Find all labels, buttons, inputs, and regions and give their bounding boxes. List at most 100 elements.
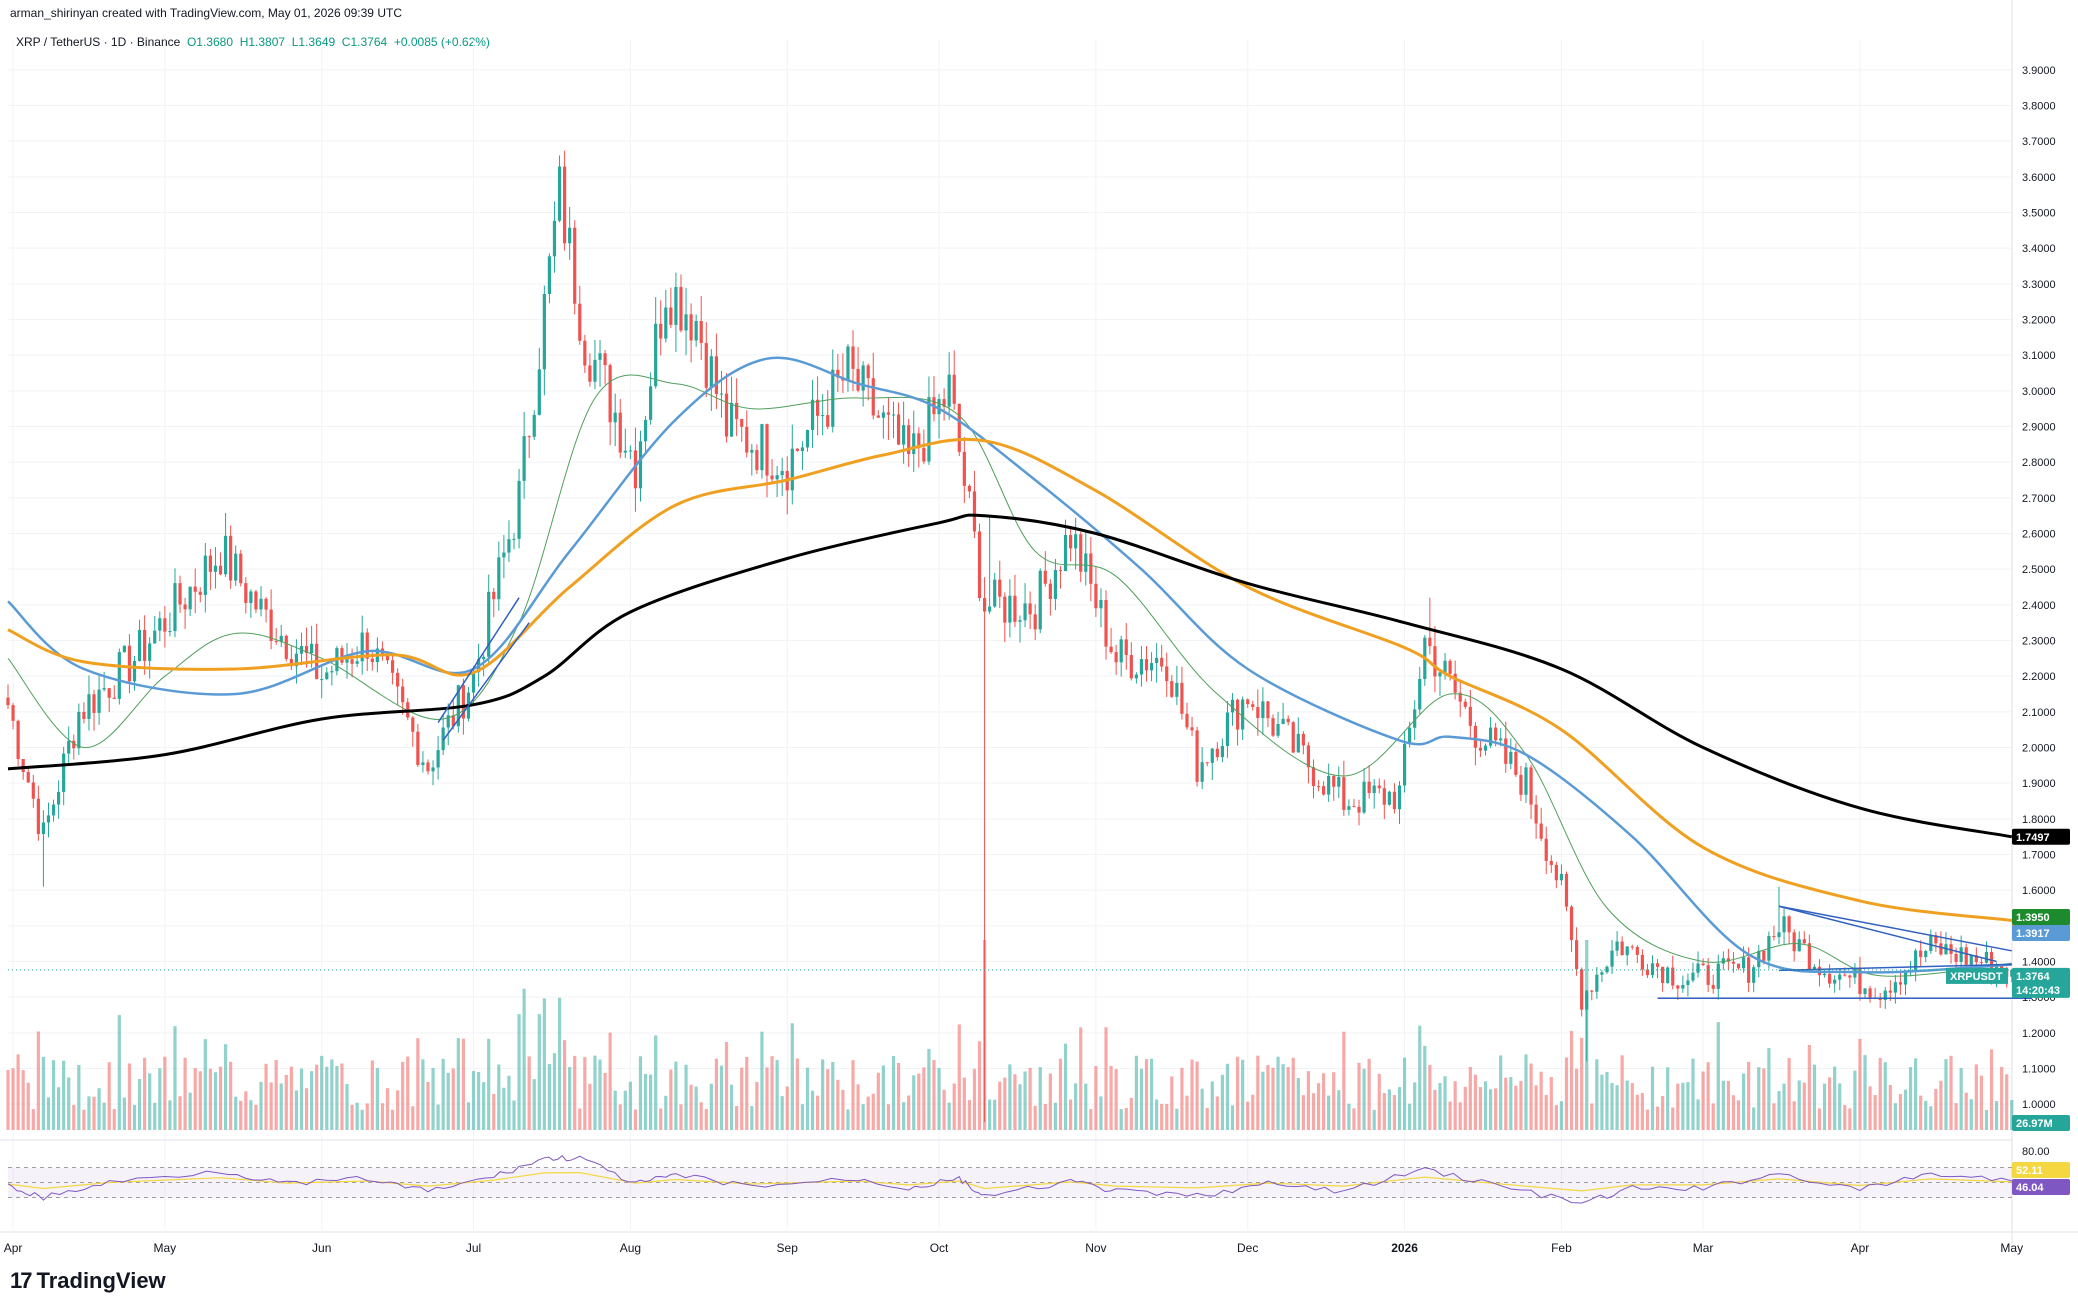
candle [1939,931,1943,956]
candle [1519,765,1523,801]
candle [583,334,587,373]
volume-bar [1858,1038,1862,1130]
candle [932,376,936,422]
volume-bar [1018,1084,1022,1130]
candle [1858,956,1862,1001]
volume-bar [1079,1027,1083,1130]
candle [320,666,324,699]
candle [1458,682,1462,717]
svg-text:1.3764: 1.3764 [2016,971,2051,983]
candle [1666,966,1670,984]
volume-bar [1058,1058,1063,1130]
candle [1585,990,1589,1062]
trend-line[interactable] [1778,905,1997,963]
price-tick-label: 1.0000 [2022,1099,2056,1111]
trend-line[interactable] [442,622,530,741]
candle [649,372,653,425]
volume-bar [1772,1103,1776,1130]
candle [1807,934,1811,973]
candle [168,612,172,637]
candle [1853,963,1857,984]
candle [1316,780,1321,792]
trend-line[interactable] [437,597,520,723]
volume-bar [1453,1081,1457,1130]
volume-bar [821,1059,825,1130]
candle [1104,590,1108,660]
volume-bar [1266,1065,1270,1130]
time-tick-label: Dec [1237,1241,1258,1255]
volume-bar [208,1068,212,1130]
candle [158,611,162,642]
volume-bar [664,1095,668,1130]
time-tick-label: Apr [1851,1241,1870,1255]
candle [1478,739,1483,758]
volume-bar [82,1109,86,1130]
time-tick-label: Apr [4,1241,23,1255]
volume-bar [866,1096,870,1130]
volume-bar [1741,1073,1746,1130]
candle [1898,971,1903,995]
candle [841,353,845,394]
ma-tag: 1.3917 [2012,925,2070,941]
volume-bar [193,1068,197,1130]
candle [1504,721,1508,773]
volume-bar [598,1059,602,1130]
candle [780,457,784,496]
volume-bar [735,1105,739,1130]
candle [1084,531,1088,586]
ma-tag: 1.3950 [2012,909,2070,925]
volume-bar [1630,1083,1634,1130]
trend-line[interactable] [1778,963,2012,972]
volume-bar [1053,1102,1058,1130]
candle [1671,955,1675,990]
volume-bar [441,1058,445,1130]
volume-bar [1853,1070,1857,1130]
candle [810,379,815,448]
volume-bar [264,1063,268,1130]
volume-bar [522,988,526,1130]
ma-100-line [7,437,2012,922]
candle [1893,975,1897,1004]
candle [153,616,157,644]
time-axis[interactable]: Apr May Jun Jul Aug Sep Oct Nov Dec 2026 Feb Mar Apr… [4,1241,2023,1255]
volume-bar [1220,1074,1224,1130]
volume-bar [1033,1105,1037,1130]
candle [1332,775,1336,801]
candle [1797,931,1801,952]
candle [1772,925,1776,941]
price-tick-label: 3.2000 [2022,315,2056,327]
candle [1539,807,1543,842]
candle [628,445,632,460]
candle [972,470,977,538]
price-axis[interactable]: 3.9000 3.8000 3.7000 3.6000 3.5000 3.4000 3.30… [2022,65,2056,1111]
trend-line[interactable] [1778,905,2012,952]
candle [1645,963,1650,978]
volume-bar [1747,1061,1751,1130]
candle [1175,665,1179,705]
candle [826,390,830,430]
volume-bar [2000,1066,2004,1130]
candle [1210,748,1214,780]
volume-bar [573,1055,577,1130]
candle [1033,604,1037,641]
volume-bar [1898,1094,1903,1130]
candle [1296,717,1300,753]
volume-bar [1666,1067,1670,1130]
volume-bar [1671,1107,1675,1130]
candle [1529,764,1533,820]
candle [1377,778,1381,794]
volume-bar [1792,1101,1796,1130]
candle [1018,615,1022,643]
trend-lines[interactable] [8,597,2032,999]
volume-bar [1413,1082,1417,1130]
volume-bar [1342,1031,1346,1130]
candle [203,542,207,613]
candle [239,549,243,587]
volume-bar [289,1066,293,1130]
candle [36,785,40,841]
candle [907,418,911,467]
volume-bar [1276,1056,1280,1130]
candle [421,751,425,773]
candle [1549,855,1553,873]
